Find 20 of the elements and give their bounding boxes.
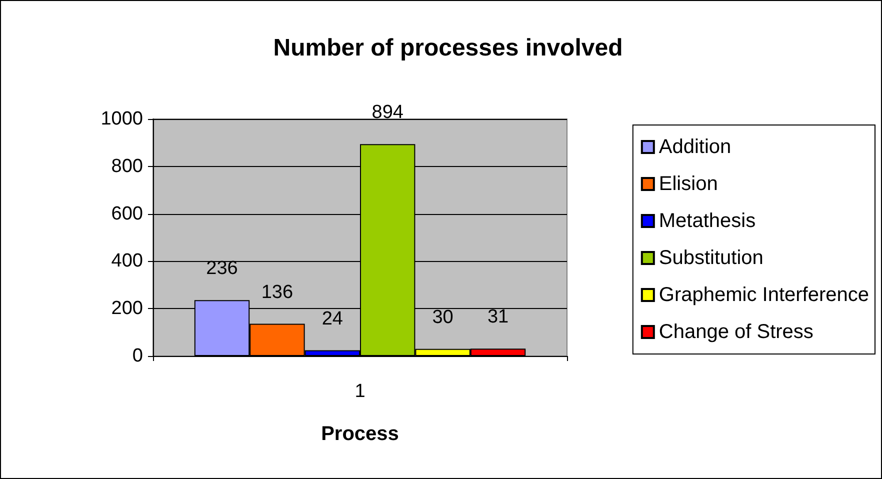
- y-tick-label: 600: [111, 203, 143, 224]
- legend-label: Substitution: [658, 247, 764, 269]
- legend-label: Addition: [658, 136, 732, 158]
- data-label: 31: [487, 306, 509, 328]
- y-tick-label: 400: [111, 250, 143, 272]
- legend-label: Change of Stress: [658, 321, 814, 343]
- chart-title: Number of processes involved: [273, 34, 623, 62]
- data-label: 24: [322, 308, 344, 330]
- x-tick-label: 1: [354, 381, 366, 402]
- legend-label: Elision: [658, 173, 718, 195]
- x-axis-title: Process: [321, 423, 399, 445]
- data-label: 30: [432, 306, 454, 328]
- y-tick-label: 800: [111, 156, 143, 177]
- y-tick-label: 200: [111, 298, 143, 320]
- legend-label: Metathesis: [658, 210, 756, 232]
- y-tick-label: 1000: [100, 108, 143, 130]
- legend-label: Graphemic Interference: [658, 284, 870, 306]
- data-label: 136: [261, 282, 294, 303]
- y-tick-label: 0: [132, 346, 143, 366]
- data-label: 894: [372, 102, 404, 124]
